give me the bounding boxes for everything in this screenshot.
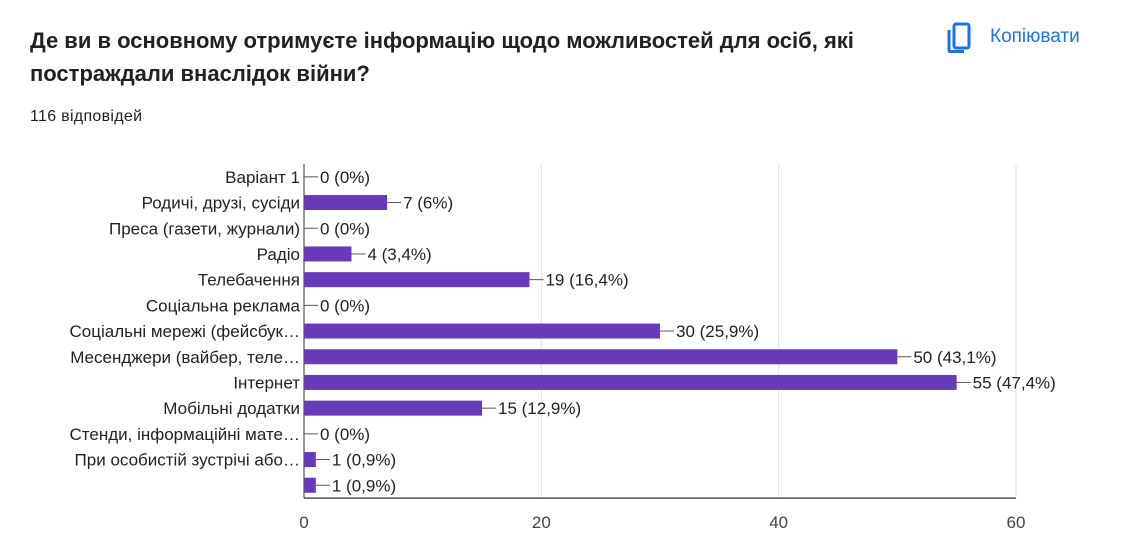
x-tick-label: 0 (299, 513, 308, 532)
bar-chart: 0 20 40 60 Варіант 1 0 (0%) Родичі, друзі, сус… (70, 164, 1056, 532)
copy-icon (947, 22, 971, 53)
data-label: 0 (0%) (320, 425, 370, 444)
data-label: 50 (43,1%) (913, 348, 996, 367)
category-label: Радіо (257, 245, 300, 264)
category-label: Соціальні мережі (фейсбук… (70, 322, 301, 341)
category-label: Телебачення (198, 271, 300, 290)
category-label: Варіант 1 (225, 168, 300, 187)
x-tick-label: 20 (532, 513, 551, 532)
bar (304, 477, 316, 493)
bar (304, 452, 316, 468)
data-label: 30 (25,9%) (676, 322, 759, 341)
category-label: Стенди, інформаційні мате… (70, 425, 301, 444)
bar (304, 272, 530, 288)
question-title: Де ви в основному отримуєте інформацію щ… (30, 28, 854, 86)
data-label: 15 (12,9%) (498, 399, 581, 418)
data-label: 7 (6%) (403, 194, 453, 213)
copy-button-label: Копіювати (990, 26, 1080, 47)
data-label: 19 (16,4%) (545, 271, 628, 290)
bar (304, 374, 957, 390)
category-label: Преса (газети, журнали) (109, 219, 300, 238)
bar (304, 349, 898, 365)
data-label: 1 (0,9%) (332, 476, 396, 495)
bar (304, 246, 352, 262)
category-label: Мобільні додатки (163, 399, 300, 418)
data-label: 55 (47,4%) (973, 373, 1056, 392)
x-tick-label: 60 (1007, 513, 1026, 532)
category-label: Соціальна реклама (146, 296, 301, 315)
data-label: 4 (3,4%) (367, 245, 431, 264)
responses-count: 116 відповідей (30, 108, 143, 125)
copy-button[interactable]: Копіювати (946, 18, 1080, 56)
data-label: 0 (0%) (320, 296, 370, 315)
x-tick-label: 40 (769, 513, 788, 532)
category-label: Інтернет (233, 373, 300, 392)
bar (304, 195, 388, 211)
bar (304, 400, 482, 416)
data-label: 0 (0%) (320, 168, 370, 187)
data-label: 0 (0%) (320, 219, 370, 238)
category-label: Месенджери (вайбер, теле… (70, 348, 300, 367)
bar (304, 323, 660, 339)
data-label: 1 (0,9%) (332, 451, 396, 470)
category-label: При особистій зустрічі або… (75, 451, 300, 470)
category-label: Родичі, друзі, сусіди (142, 194, 300, 213)
